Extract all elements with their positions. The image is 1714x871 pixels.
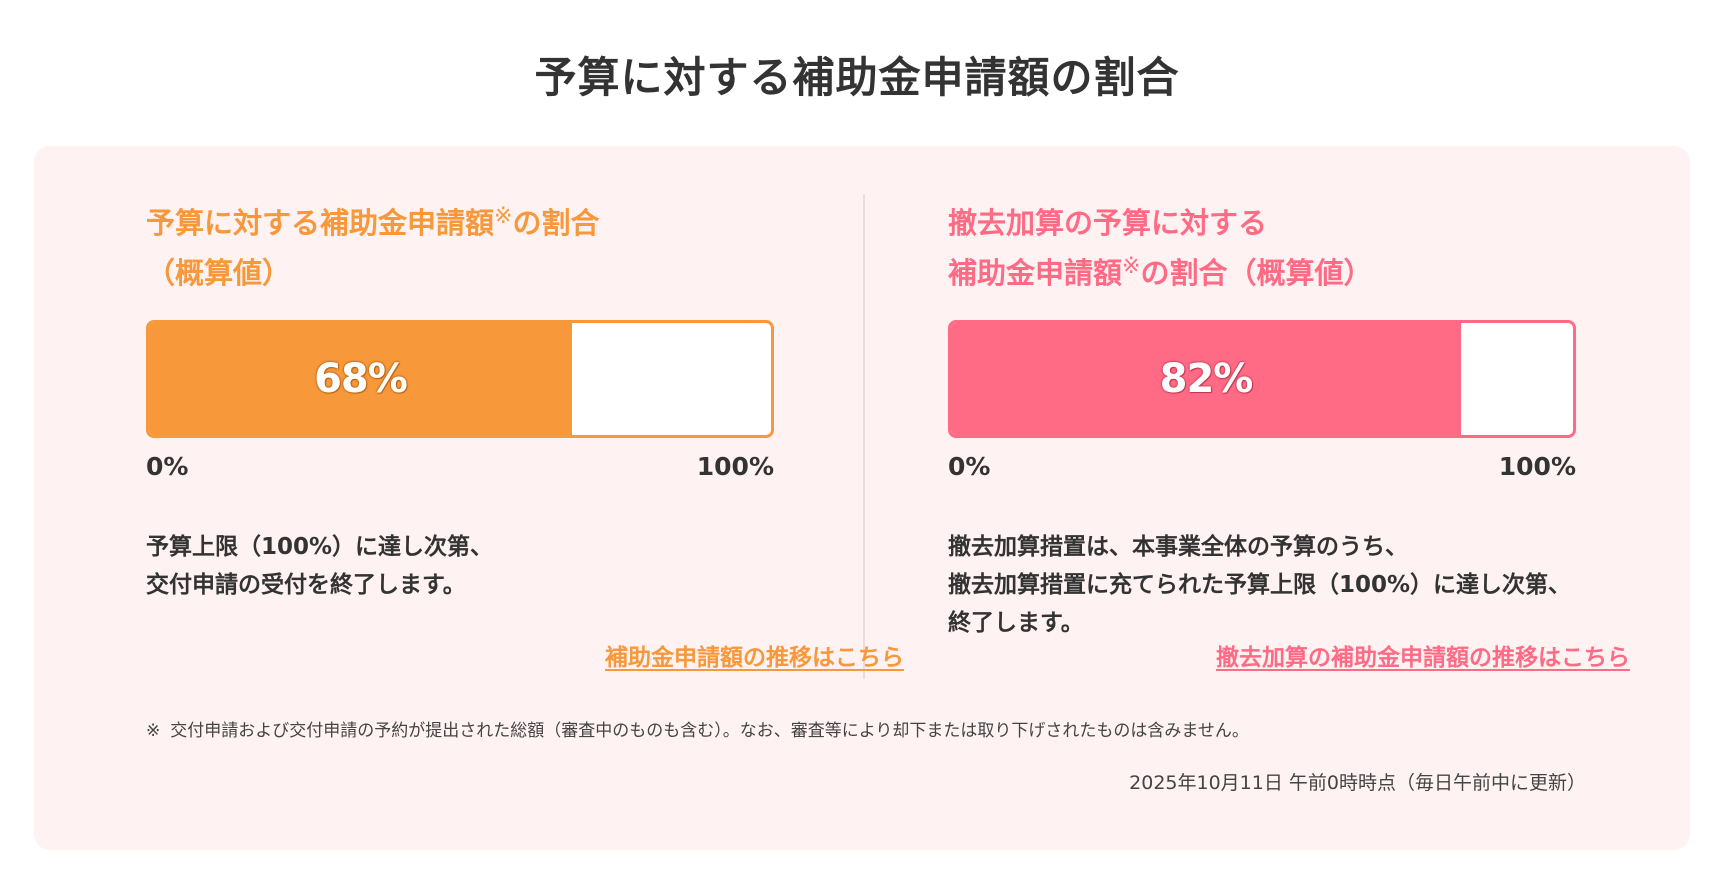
removal-ratio-title-main: 補助金申請額 bbox=[948, 256, 1123, 290]
removal-progress-bar: 82% bbox=[948, 320, 1576, 438]
description-line: 終了します。 bbox=[948, 610, 1084, 636]
update-timestamp: 2025年10月11日 午前0時時点（毎日午前中に更新） bbox=[1129, 772, 1586, 794]
removal-progress-value: 82% bbox=[1159, 356, 1254, 402]
subsidy-description: 予算上限（100%）に達し次第、 交付申請の受付を終了します。 bbox=[146, 528, 846, 604]
description-line: 撤去加算措置に充てられた予算上限（100%）に達し次第、 bbox=[948, 572, 1572, 598]
subsidy-history-link[interactable]: 補助金申請額の推移はこちら bbox=[605, 645, 904, 671]
removal-scale: 0% 100% bbox=[948, 452, 1576, 492]
description-line: 予算上限（100%）に達し次第、 bbox=[146, 534, 494, 560]
removal-ratio-title-line1: 撤去加算の予算に対する bbox=[948, 206, 1268, 240]
subsidy-ratio-section: 予算に対する補助金申請額※の割合 （概算値） 68% 0% 100% 予算上限（… bbox=[146, 198, 786, 604]
footnote-mark: ※ bbox=[146, 721, 161, 741]
scale-min-label: 0% bbox=[146, 452, 189, 481]
removal-progress-fill bbox=[951, 323, 1462, 435]
description-line: 交付申請の受付を終了します。 bbox=[146, 572, 466, 598]
page-title: 予算に対する補助金申請額の割合 bbox=[534, 53, 1180, 102]
description-line: 撤去加算措置は、本事業全体の予算のうち、 bbox=[948, 534, 1408, 560]
removal-history-link[interactable]: 撤去加算の補助金申請額の推移はこちら bbox=[1216, 645, 1630, 671]
footnote-mark: ※ bbox=[1122, 254, 1141, 279]
footnote-text: 交付申請および交付申請の予約が提出された総額（審査中のものも含む）。なお、審査等… bbox=[170, 721, 1249, 741]
footnote-mark: ※ bbox=[494, 204, 513, 229]
subsidy-ratio-title-main: 予算に対する補助金申請額 bbox=[146, 206, 495, 240]
removal-ratio-title-suffix: の割合（概算値） bbox=[1140, 256, 1373, 290]
subsidy-progress-fill bbox=[149, 323, 572, 435]
removal-description: 撤去加算措置は、本事業全体の予算のうち、 撤去加算措置に充てられた予算上限（10… bbox=[948, 528, 1648, 642]
scale-min-label: 0% bbox=[948, 452, 991, 481]
subsidy-ratio-title: 予算に対する補助金申請額※の割合 （概算値） bbox=[146, 198, 786, 298]
subsidy-ratio-title-note: （概算値） bbox=[146, 256, 292, 290]
subsidy-ratio-title-suffix: の割合 bbox=[512, 206, 600, 240]
removal-ratio-section: 撤去加算の予算に対する 補助金申請額※の割合（概算値） 82% 0% 100% … bbox=[948, 198, 1588, 642]
removal-ratio-title: 撤去加算の予算に対する 補助金申請額※の割合（概算値） bbox=[948, 198, 1588, 298]
column-divider bbox=[863, 194, 865, 679]
subsidy-scale: 0% 100% bbox=[146, 452, 774, 492]
scale-max-label: 100% bbox=[1498, 452, 1576, 481]
subsidy-progress-value: 68% bbox=[314, 356, 408, 402]
subsidy-progress-bar: 68% bbox=[146, 320, 774, 438]
budget-ratio-panel: 予算に対する補助金申請額※の割合 （概算値） 68% 0% 100% 予算上限（… bbox=[34, 146, 1690, 850]
footnote: ※ 交付申請および交付申請の予約が提出された総額（審査中のものも含む）。なお、審査… bbox=[146, 716, 1249, 741]
scale-max-label: 100% bbox=[696, 452, 774, 481]
